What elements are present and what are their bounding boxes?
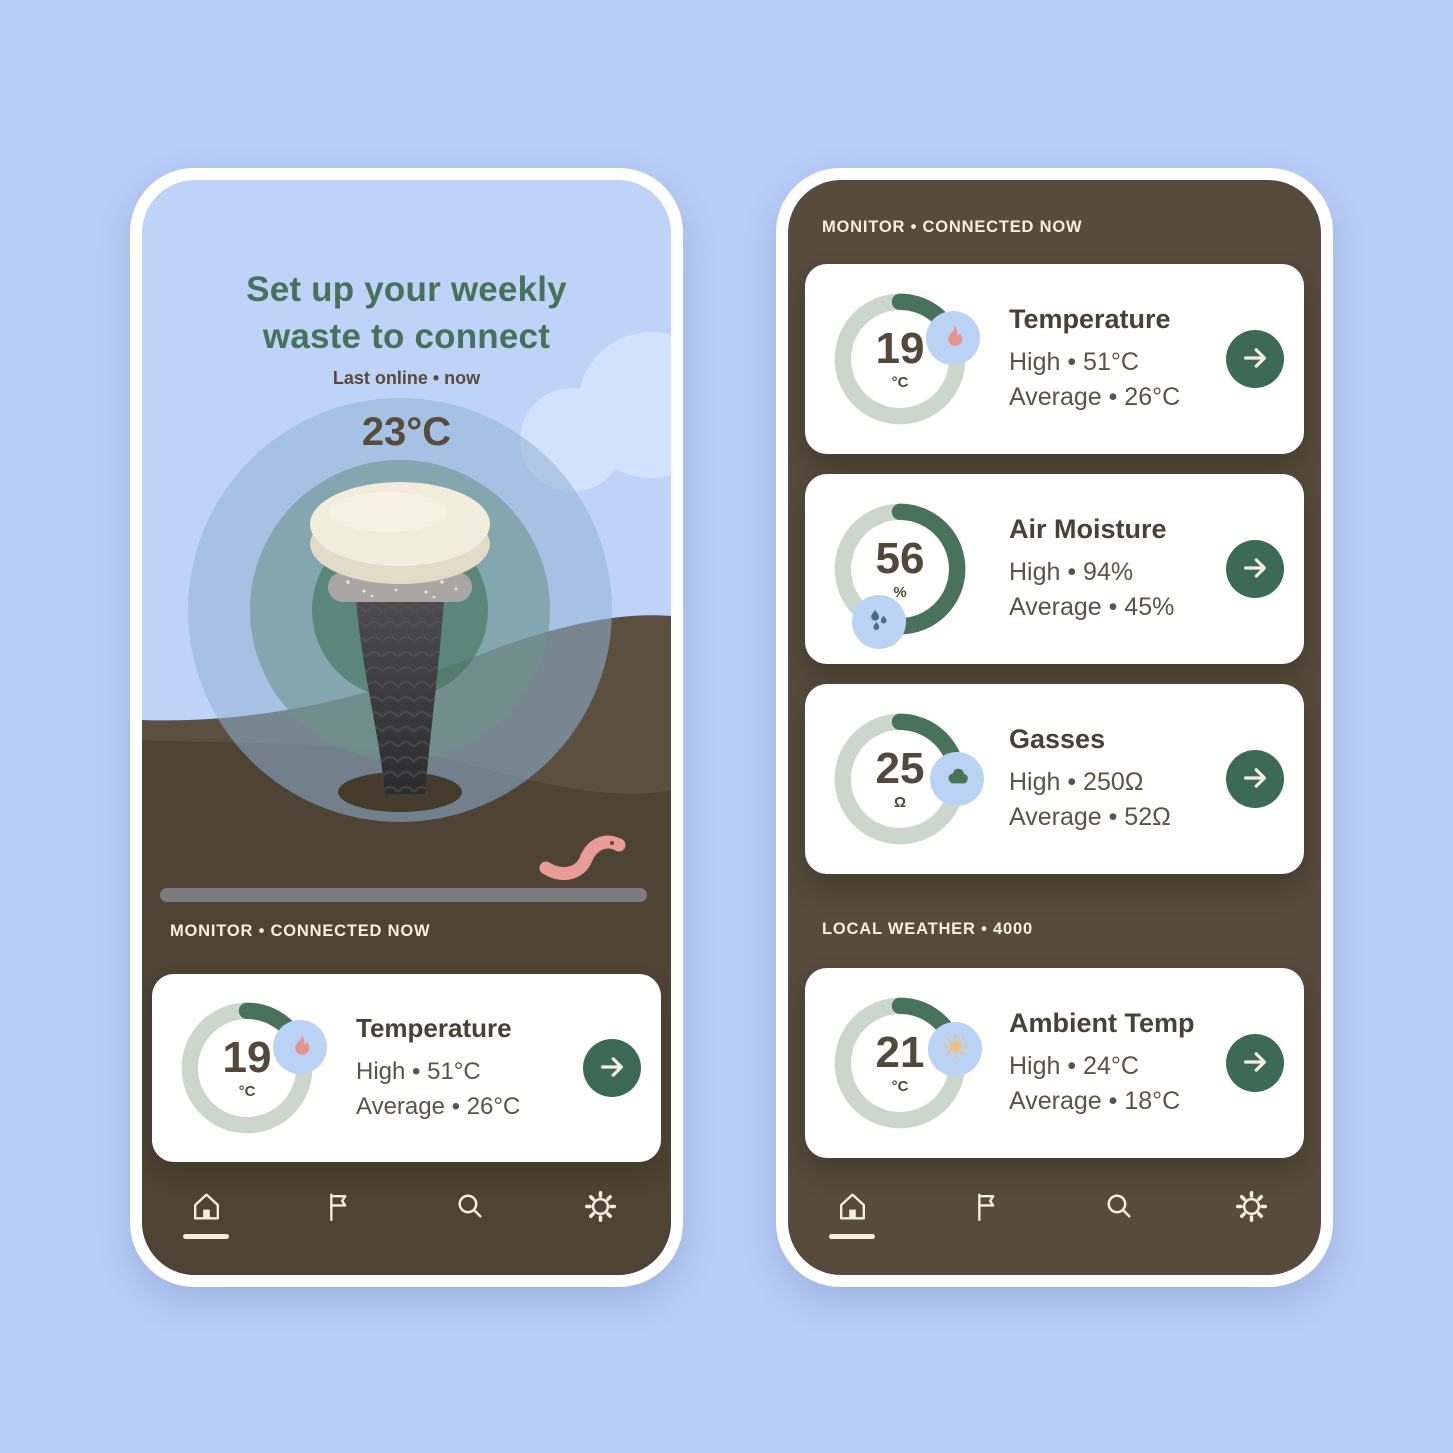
metric-title: Air Moisture: [1009, 513, 1167, 544]
metric-value: 19: [222, 1033, 272, 1082]
last-online-status: Last online • now: [332, 368, 481, 388]
metric-card[interactable]: 21 °C Ambient Temp High • 24°C Average •…: [805, 968, 1304, 1158]
worm-icon: [539, 835, 626, 880]
metric-high: High • 250Ω: [1009, 767, 1144, 796]
home-icon: [188, 1188, 225, 1225]
metric-title: Temperature: [1009, 303, 1171, 334]
metric-badge: [851, 595, 906, 650]
left-phone-screen: Set up your weekly waste to connect Last…: [142, 180, 671, 1275]
metric-text: Air Moisture High • 94% Average • 45%: [1009, 514, 1174, 625]
compost-sensor-illustration: [142, 398, 671, 1275]
metric-badge: [930, 752, 985, 806]
open-metric-button[interactable]: [1226, 750, 1284, 808]
metric-high: High • 51°C: [1009, 347, 1139, 376]
metric-text: Gasses High • 250Ω Average • 52Ω: [1009, 724, 1171, 835]
metric-title: Ambient Temp: [1009, 1007, 1195, 1038]
arrow-right-icon: [1240, 343, 1270, 376]
metric-value: 56: [875, 534, 925, 583]
metric-unit: Ω: [893, 794, 907, 811]
active-tab-underline: [183, 1234, 229, 1239]
monitor-section-label: MONITOR • CONNECTED NOW: [170, 922, 431, 940]
right-phone-mockup: MONITOR • CONNECTED NOW 19 °C Temperatur…: [776, 168, 1333, 1287]
metric-average: Average • 18°C: [1009, 1086, 1181, 1115]
open-metric-button[interactable]: [1226, 1034, 1284, 1092]
progress-bar: [160, 888, 647, 902]
open-metric-button[interactable]: [1226, 540, 1284, 598]
nav-item-flag[interactable]: [314, 1188, 362, 1239]
metric-ring: 25 Ω: [825, 704, 985, 854]
metric-text: Temperature High • 51°C Average • 26°C: [1009, 304, 1180, 415]
nav-item-home[interactable]: [828, 1188, 876, 1239]
bottom-navigation: [828, 1188, 1275, 1239]
metric-high: High • 51°C: [356, 1057, 481, 1085]
metric-badge: [273, 1019, 328, 1074]
open-metric-button[interactable]: [583, 1039, 641, 1097]
metric-ring: 19 °C: [825, 284, 981, 434]
metric-value: 21: [875, 1028, 925, 1077]
metric-value: 25: [875, 744, 925, 793]
nav-item-search[interactable]: [1094, 1188, 1142, 1239]
metric-average: Average • 26°C: [1009, 382, 1181, 411]
bottom-navigation: [182, 1188, 625, 1239]
local-weather-section-label: LOCAL WEATHER • 4000: [822, 920, 1033, 938]
metric-badge: [926, 310, 981, 365]
arrow-right-icon: [1240, 553, 1270, 586]
sun-icon: [940, 1031, 971, 1067]
left-phone-mockup: Set up your weekly waste to connect Last…: [130, 168, 683, 1287]
metric-average: Average • 26°C: [356, 1092, 521, 1120]
metric-unit: °C: [891, 1078, 909, 1095]
hero-title: Set up your weekly waste to connect: [246, 270, 567, 356]
flag-icon: [967, 1188, 1004, 1225]
active-tab-underline: [829, 1234, 875, 1239]
metric-card[interactable]: 19 °C Temperature High • 51°C Average • …: [152, 974, 661, 1162]
metric-unit: %: [893, 584, 907, 601]
metric-text: Temperature High • 51°C Average • 26°C: [356, 1013, 520, 1124]
sensor-device: [310, 482, 490, 794]
metric-badge: [928, 1021, 983, 1076]
flame-icon: [285, 1029, 316, 1065]
weather-card-list: 21 °C Ambient Temp High • 24°C Average •…: [805, 968, 1304, 1158]
arrow-right-icon: [597, 1052, 627, 1085]
gas-cloud-icon: [942, 761, 973, 797]
arrow-right-icon: [1240, 763, 1270, 796]
search-icon: [1100, 1188, 1137, 1225]
metric-average: Average • 45%: [1009, 592, 1175, 621]
metric-average: Average • 52Ω: [1009, 802, 1171, 831]
nav-item-home[interactable]: [182, 1188, 230, 1239]
open-metric-button[interactable]: [1226, 330, 1284, 388]
monitor-section-label: MONITOR • CONNECTED NOW: [822, 218, 1083, 236]
right-phone-screen: MONITOR • CONNECTED NOW 19 °C Temperatur…: [788, 180, 1321, 1275]
metric-high: High • 94%: [1009, 557, 1134, 586]
metric-card[interactable]: 25 Ω Gasses High • 250Ω Average • 52Ω: [805, 684, 1304, 874]
metric-ring: 21 °C: [825, 988, 983, 1138]
metric-unit: °C: [891, 374, 909, 391]
metric-high: High • 24°C: [1009, 1051, 1139, 1080]
metric-unit: °C: [238, 1083, 256, 1100]
arrow-right-icon: [1240, 1047, 1270, 1080]
nav-item-settings[interactable]: [577, 1188, 625, 1239]
metric-title: Gasses: [1009, 723, 1106, 754]
flag-icon: [319, 1188, 356, 1225]
monitor-card-list: 19 °C Temperature High • 51°C Average • …: [152, 974, 661, 1162]
metric-value: 19: [875, 324, 925, 373]
nav-item-flag[interactable]: [961, 1188, 1009, 1239]
metric-text: Ambient Temp High • 24°C Average • 18°C: [1009, 1008, 1195, 1119]
home-icon: [834, 1188, 871, 1225]
metric-title: Temperature: [356, 1012, 512, 1043]
flame-icon: [938, 320, 969, 356]
search-icon: [451, 1188, 488, 1225]
metric-card[interactable]: 56 % Air Moisture High • 94% Average • 4…: [805, 474, 1304, 664]
nav-item-search[interactable]: [445, 1188, 493, 1239]
metric-card[interactable]: 19 °C Temperature High • 51°C Average • …: [805, 264, 1304, 454]
monitor-card-list: 19 °C Temperature High • 51°C Average • …: [805, 264, 1304, 874]
metric-ring: 19 °C: [172, 993, 328, 1143]
settings-icon: [582, 1188, 619, 1225]
nav-item-settings[interactable]: [1227, 1188, 1275, 1239]
settings-icon: [1233, 1188, 1270, 1225]
water-drops-icon: [863, 604, 894, 640]
current-temperature: 23°C: [361, 410, 452, 454]
metric-ring: 56 %: [825, 494, 975, 650]
